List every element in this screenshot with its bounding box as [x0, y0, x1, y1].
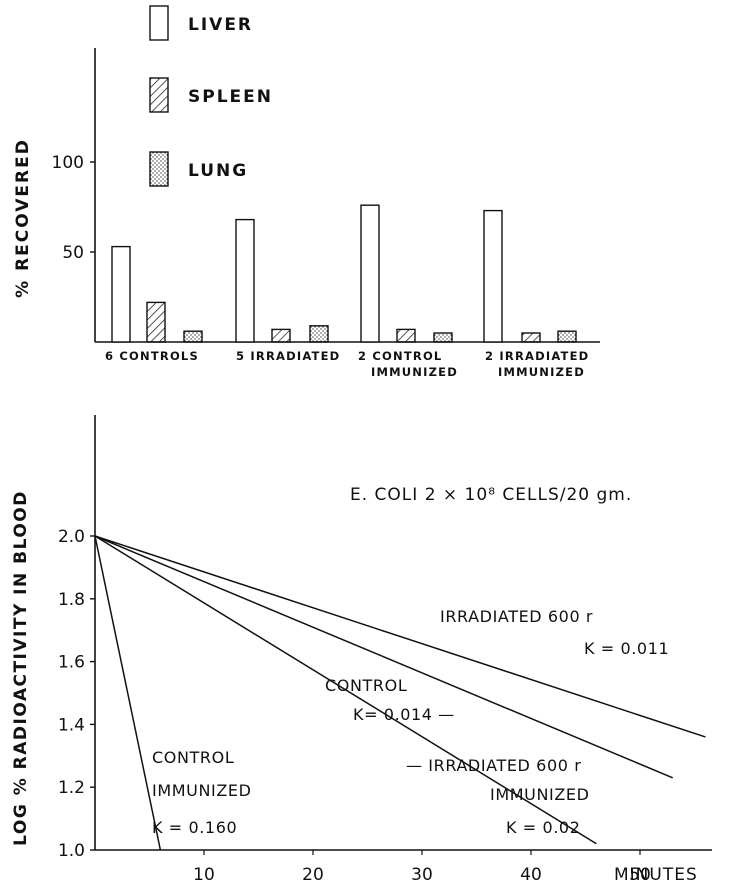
- legend-label-lung: LUNG: [188, 161, 248, 181]
- bar-group-label: 5 IRRADIATED: [236, 349, 340, 363]
- bar-liver-4: [484, 211, 502, 342]
- line-y-axis-label: LOG % RADIOACTIVITY IN BLOOD: [11, 490, 31, 846]
- line-label-control: K= 0.014 —: [353, 705, 455, 724]
- line-label-irradiated-600r: IRRADIATED 600 r: [440, 607, 593, 626]
- bar-spleen-3: [397, 329, 415, 342]
- line-label-irradiated-immunized: IMMUNIZED: [490, 785, 590, 804]
- line-label-control: CONTROL: [325, 676, 407, 695]
- line-label-irradiated-600r: K = 0.011: [584, 639, 669, 658]
- bar-spleen-1: [147, 302, 165, 342]
- legend: LIVER SPLEEN LUNG: [150, 6, 273, 186]
- bar-lung-1: [184, 331, 202, 342]
- bar-liver-1: [112, 247, 130, 342]
- line-label-control-immunized: CONTROL: [152, 748, 234, 767]
- line-y-tick-label: 1.0: [58, 841, 85, 861]
- bar-chart: LIVER SPLEEN LUNG % RECOVERED 50 100 6 CONT…: [13, 6, 600, 379]
- line-x-tick-label: 30: [411, 865, 433, 885]
- line-label-control-immunized: K = 0.160: [152, 818, 237, 837]
- bar-y-axis-label: % RECOVERED: [13, 138, 33, 298]
- line-chart-title: E. COLI 2 × 10⁸ CELLS/20 gm.: [350, 485, 632, 505]
- bar-group-label: 2 CONTROL: [358, 349, 442, 363]
- line-label-control-immunized: IMMUNIZED: [152, 781, 252, 800]
- line-y-tick-label: 1.6: [58, 653, 85, 673]
- line-y-tick-label: 1.2: [58, 778, 85, 798]
- line-chart: LOG % RADIOACTIVITY IN BLOOD E. COLI 2 ×…: [11, 415, 712, 885]
- legend-swatch-lung: [150, 152, 168, 186]
- bar-y-ticks: 50 100: [52, 153, 95, 263]
- line-x-tick-label: 20: [302, 865, 324, 885]
- bar-group-label: 2 IRRADIATED: [485, 349, 589, 363]
- legend-label-spleen: SPLEEN: [188, 87, 273, 107]
- line-x-ticks: 10 20 30 40 50: [193, 850, 651, 885]
- legend-swatch-liver: [150, 6, 168, 40]
- line-y-tick-label: 2.0: [58, 527, 85, 547]
- bar-group-labels: 6 CONTROLS 5 IRRADIATED 2 CONTROL IMMUNIZED…: [105, 349, 589, 379]
- bar-y-tick-label: 100: [52, 153, 84, 173]
- line-labels: CONTROL IMMUNIZED K = 0.160 — IRRADIATED 60…: [152, 607, 669, 837]
- line-y-tick-label: 1.8: [58, 590, 85, 610]
- bar-group-label: 6 CONTROLS: [105, 349, 199, 363]
- line-label-irradiated-immunized: K = 0.02: [506, 818, 581, 837]
- bar-marks: [112, 205, 576, 342]
- bar-lung-3: [434, 333, 452, 342]
- line-x-axis-label: MINUTES: [614, 865, 698, 885]
- legend-label-liver: LIVER: [188, 15, 253, 35]
- bar-lung-2: [310, 326, 328, 342]
- bar-group-label: IMMUNIZED: [371, 365, 458, 379]
- legend-swatch-spleen: [150, 78, 168, 112]
- bar-liver-3: [361, 205, 379, 342]
- line-y-tick-label: 1.4: [58, 715, 85, 735]
- bar-liver-2: [236, 220, 254, 342]
- line-x-tick-label: 10: [193, 865, 215, 885]
- line-label-irradiated-immunized: — IRRADIATED 600 r: [406, 756, 581, 775]
- bar-group-label: IMMUNIZED: [498, 365, 585, 379]
- bar-spleen-4: [522, 333, 540, 342]
- bar-spleen-2: [272, 329, 290, 342]
- line-y-ticks: 1.0 1.2 1.4 1.6 1.8 2.0: [58, 527, 95, 861]
- bar-y-tick-label: 50: [62, 243, 84, 263]
- line-control-immunized: [95, 536, 160, 850]
- line-x-tick-label: 40: [520, 865, 542, 885]
- bar-lung-4: [558, 331, 576, 342]
